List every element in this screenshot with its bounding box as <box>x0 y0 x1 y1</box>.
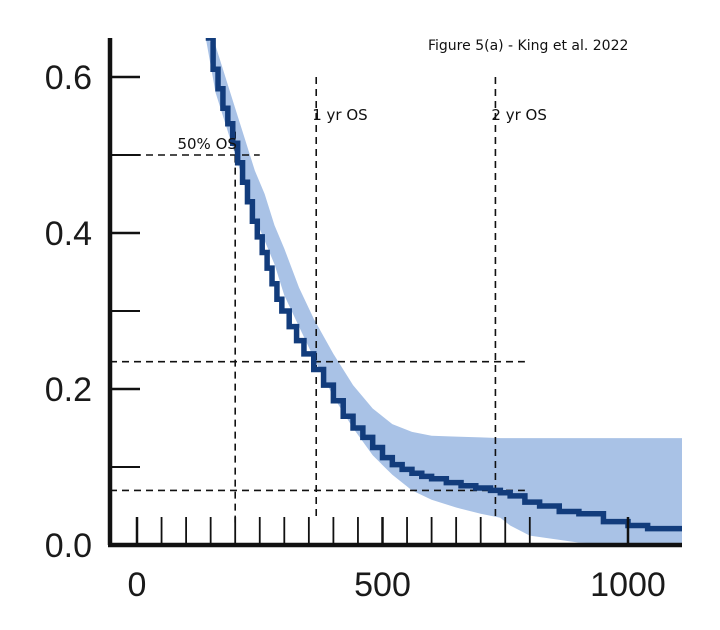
annotation-guides <box>110 77 525 525</box>
figure-caption: Figure 5(a) - King et al. 2022 <box>428 38 628 54</box>
y-tick-label: 0.6 <box>45 59 92 97</box>
survival-step-line <box>205 38 682 532</box>
two-year-annotation-label: 2 yr OS <box>491 106 546 124</box>
ci-band-area <box>205 38 682 545</box>
y-tick-label: 0.4 <box>45 215 92 253</box>
y-tick-label: 0.2 <box>45 371 92 409</box>
axes <box>107 38 682 548</box>
x-tick-label: 0 <box>128 566 147 604</box>
median-annotation-label: 50% OS <box>177 135 236 153</box>
confidence-band <box>205 38 682 545</box>
tick-labels: 0.0 0.2 0.4 0.6 0 500 1000 <box>45 59 666 604</box>
annotation-labels: 50% OS 1 yr OS 2 yr OS <box>177 106 546 153</box>
y-tick-label: 0.0 <box>45 527 92 565</box>
survival-curve <box>205 38 682 532</box>
one-year-annotation-label: 1 yr OS <box>312 106 367 124</box>
x-tick-label: 1000 <box>590 566 666 604</box>
tick-marks <box>110 75 630 545</box>
x-tick-label: 500 <box>354 566 411 604</box>
